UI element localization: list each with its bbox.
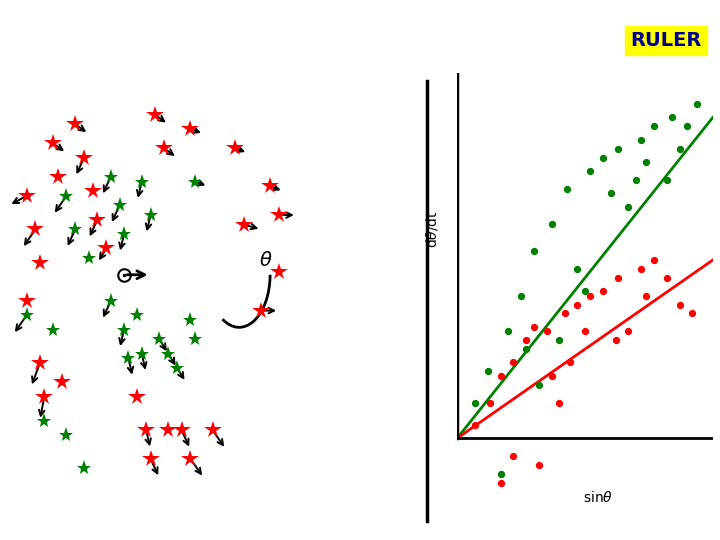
Point	[613, 274, 624, 282]
Point	[585, 292, 596, 300]
Point	[559, 309, 570, 318]
Point	[610, 336, 621, 345]
Point	[661, 274, 672, 282]
Point	[636, 265, 647, 273]
Text: $\theta$: $\theta$	[259, 251, 272, 270]
Point	[666, 113, 678, 122]
Point	[623, 327, 634, 336]
Point	[597, 153, 608, 162]
Point	[572, 265, 583, 273]
Point	[661, 176, 672, 184]
Point	[692, 100, 703, 109]
Point	[623, 202, 634, 211]
Point	[521, 345, 532, 354]
Point	[579, 287, 590, 295]
Point	[687, 309, 698, 318]
Point	[605, 189, 616, 198]
Point	[534, 461, 545, 469]
Point	[641, 292, 652, 300]
Text: Determining distance: secular parallax: Determining distance: secular parallax	[27, 19, 606, 45]
Point	[482, 367, 494, 376]
Point	[674, 144, 685, 153]
Point	[485, 399, 496, 407]
Point	[503, 327, 514, 336]
Text: sin$\theta$: sin$\theta$	[582, 490, 613, 505]
Point	[554, 399, 565, 407]
Point	[508, 451, 519, 460]
Point	[562, 185, 573, 193]
Point	[469, 421, 481, 429]
Point	[546, 220, 557, 229]
Point	[534, 380, 545, 389]
Point	[546, 372, 557, 380]
Point	[521, 336, 532, 345]
Point	[528, 322, 540, 331]
Point	[572, 300, 583, 309]
Point	[585, 166, 596, 175]
Point	[508, 358, 519, 367]
Point	[469, 399, 481, 407]
Point	[554, 336, 565, 345]
Point	[597, 287, 608, 295]
Point	[681, 122, 693, 131]
Text: RULER: RULER	[630, 31, 702, 50]
Point	[630, 176, 642, 184]
Point	[648, 255, 660, 264]
Point	[636, 136, 647, 144]
Point	[516, 292, 527, 300]
Point	[613, 144, 624, 153]
Point	[528, 247, 540, 255]
Point	[579, 327, 590, 336]
Point	[564, 358, 575, 367]
Point	[495, 478, 506, 487]
Point	[495, 372, 506, 380]
Point	[541, 327, 552, 336]
Text: d$\theta$/dt: d$\theta$/dt	[423, 210, 440, 248]
Point	[648, 122, 660, 131]
Point	[641, 158, 652, 166]
Point	[674, 300, 685, 309]
Point	[495, 470, 506, 478]
